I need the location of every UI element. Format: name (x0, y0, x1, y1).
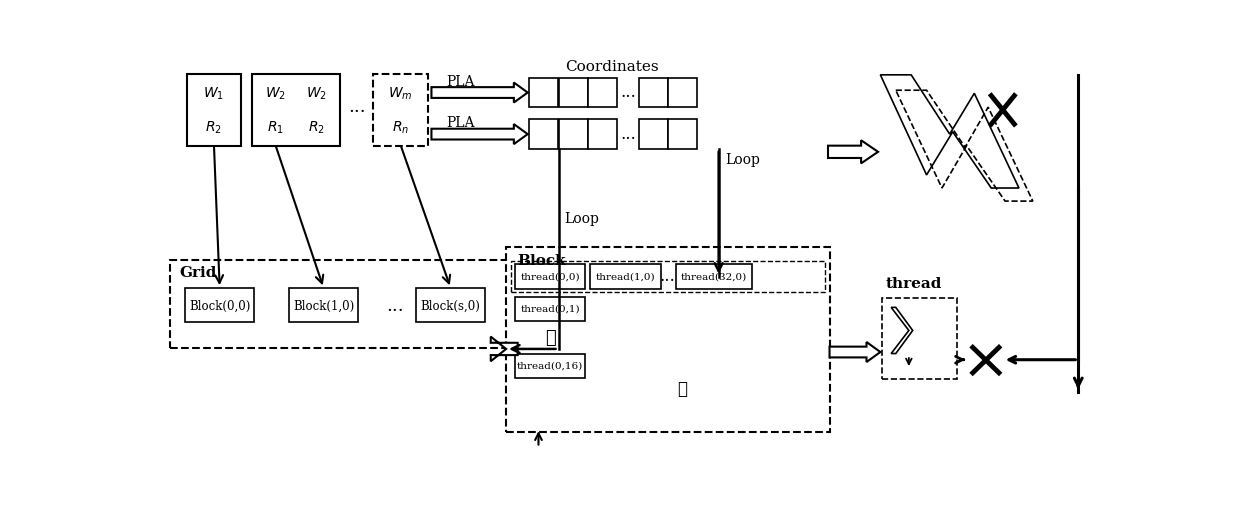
Text: $W_2$: $W_2$ (306, 86, 327, 102)
Text: ...: ... (348, 98, 366, 116)
Bar (668, 119, 697, 149)
Bar (252, 74, 340, 146)
Bar (639, 119, 668, 149)
Bar (185, 288, 254, 322)
Bar (373, 74, 428, 146)
Text: Block(s,0): Block(s,0) (420, 299, 481, 312)
Bar (676, 264, 751, 289)
Bar (506, 247, 830, 432)
Text: ...: ... (387, 297, 404, 315)
Text: ⋮: ⋮ (544, 329, 556, 347)
Bar (289, 288, 358, 322)
Bar (188, 76, 239, 110)
Bar (668, 78, 697, 107)
Bar (515, 264, 585, 289)
Bar (170, 260, 516, 348)
Text: ...: ... (620, 125, 636, 143)
Text: thread(0,1): thread(0,1) (521, 304, 580, 313)
Polygon shape (830, 342, 880, 362)
Bar (588, 78, 618, 107)
Text: thread(32,0): thread(32,0) (681, 272, 748, 281)
Bar (529, 119, 558, 149)
Bar (590, 264, 661, 289)
Bar (417, 288, 485, 322)
Bar (186, 74, 242, 146)
Text: ...: ... (660, 268, 675, 285)
Bar (529, 78, 558, 107)
Bar (376, 110, 425, 144)
Bar (188, 110, 239, 144)
Polygon shape (432, 82, 528, 103)
Bar (639, 78, 668, 107)
Text: PLA: PLA (446, 75, 475, 89)
Text: Grid: Grid (179, 267, 216, 280)
Text: Block(1,0): Block(1,0) (293, 299, 355, 312)
Text: PLA: PLA (446, 116, 475, 131)
Bar (882, 298, 957, 379)
Polygon shape (491, 337, 517, 361)
Text: thread(0,0): thread(0,0) (521, 272, 580, 281)
Text: Block(0,0): Block(0,0) (188, 299, 250, 312)
Text: Loop: Loop (564, 212, 599, 226)
Text: $W_1$: $W_1$ (203, 86, 224, 102)
Polygon shape (828, 140, 878, 164)
Text: ⋱: ⋱ (677, 381, 687, 398)
Bar (296, 76, 337, 110)
Text: $R_n$: $R_n$ (392, 120, 409, 136)
Text: thread(0,16): thread(0,16) (517, 361, 583, 370)
Bar (296, 110, 337, 144)
Text: $W_m$: $W_m$ (388, 86, 413, 102)
Text: $R_1$: $R_1$ (267, 120, 284, 136)
Bar (515, 354, 585, 378)
Bar (558, 78, 588, 107)
Polygon shape (432, 124, 528, 144)
Bar (515, 297, 585, 321)
Text: Block: Block (517, 254, 565, 268)
Bar (558, 119, 588, 149)
Text: Coordinates: Coordinates (565, 60, 660, 74)
Bar (588, 119, 618, 149)
Text: thread(1,0): thread(1,0) (595, 272, 655, 281)
Bar (511, 261, 825, 292)
Bar (254, 76, 296, 110)
Bar (376, 76, 425, 110)
Text: $W_2$: $W_2$ (264, 86, 285, 102)
Text: Loop: Loop (725, 153, 760, 167)
Bar (254, 110, 296, 144)
Text: thread: thread (885, 277, 942, 291)
Text: ...: ... (620, 84, 636, 101)
Text: $R_2$: $R_2$ (309, 120, 325, 136)
Text: $R_2$: $R_2$ (206, 120, 222, 136)
